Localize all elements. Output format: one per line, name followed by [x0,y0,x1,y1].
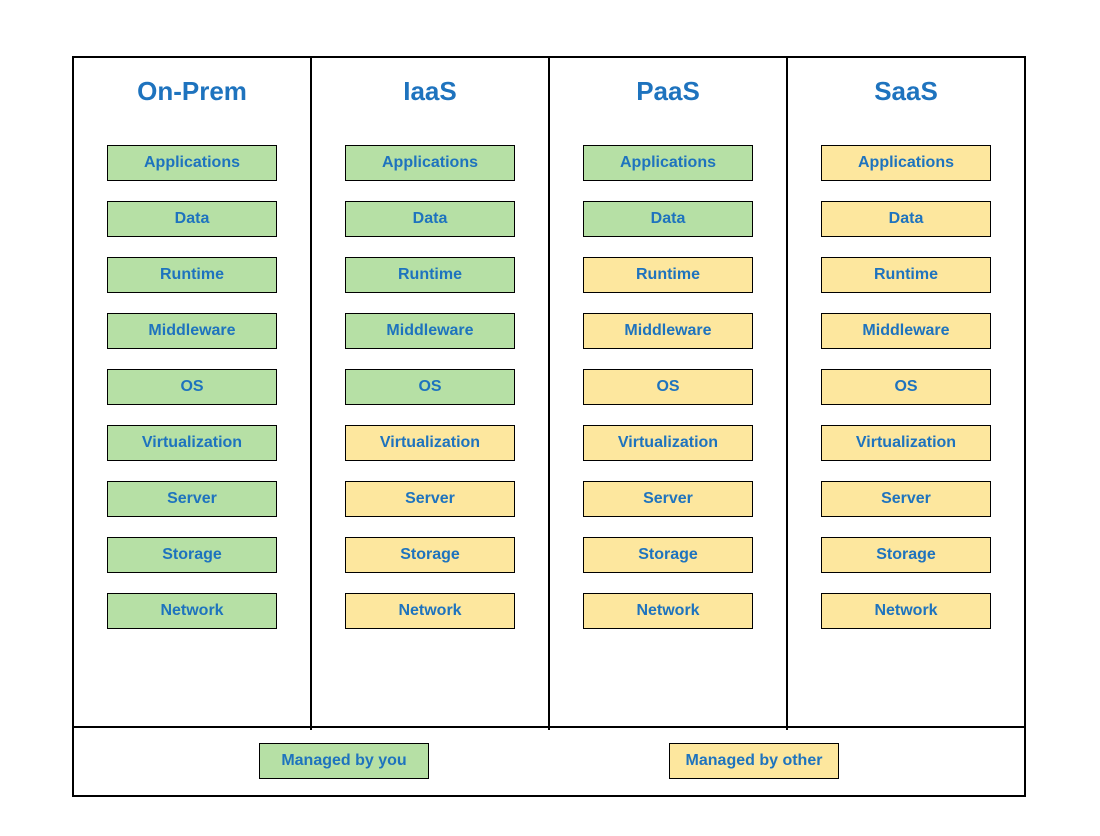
layer-list: Applications Data Runtime Middleware OS … [107,145,277,629]
layer-box: Applications [345,145,515,181]
column-iaas: IaaS Applications Data Runtime Middlewar… [312,58,550,730]
layer-box: Storage [821,537,991,573]
column-title: SaaS [874,76,938,107]
layer-list: Applications Data Runtime Middleware OS … [583,145,753,629]
layer-list: Applications Data Runtime Middleware OS … [821,145,991,629]
column-title: On-Prem [137,76,247,107]
layer-box: Data [821,201,991,237]
layer-box: Middleware [345,313,515,349]
layer-box: OS [821,369,991,405]
layer-box: Runtime [107,257,277,293]
layer-box: Middleware [107,313,277,349]
layer-box: Applications [107,145,277,181]
legend-managed-by-other: Managed by other [669,743,839,779]
layer-box: Applications [821,145,991,181]
layer-box: Data [107,201,277,237]
layer-box: Runtime [821,257,991,293]
layer-box: Runtime [345,257,515,293]
column-saas: SaaS Applications Data Runtime Middlewar… [788,58,1024,730]
layer-box: Virtualization [583,425,753,461]
layer-box: Applications [583,145,753,181]
layer-box: Middleware [821,313,991,349]
layer-box: Virtualization [821,425,991,461]
layer-box: Virtualization [107,425,277,461]
layer-list: Applications Data Runtime Middleware OS … [345,145,515,629]
layer-box: Server [583,481,753,517]
legend-managed-by-you: Managed by you [259,743,429,779]
column-paas: PaaS Applications Data Runtime Middlewar… [550,58,788,730]
legend: Managed by you Managed by other [72,727,1026,797]
layer-box: Network [821,593,991,629]
layer-box: Network [345,593,515,629]
layer-box: Network [583,593,753,629]
layer-box: Data [345,201,515,237]
columns-row: On-Prem Applications Data Runtime Middle… [74,58,1024,730]
layer-box: Storage [345,537,515,573]
layer-box: Server [821,481,991,517]
layer-box: Storage [107,537,277,573]
column-on-prem: On-Prem Applications Data Runtime Middle… [74,58,312,730]
layer-box: Data [583,201,753,237]
column-title: PaaS [636,76,700,107]
column-title: IaaS [403,76,457,107]
layer-box: OS [345,369,515,405]
layer-box: Middleware [583,313,753,349]
layer-box: Server [107,481,277,517]
layer-box: Server [345,481,515,517]
layer-box: Network [107,593,277,629]
layer-box: OS [107,369,277,405]
cloud-models-grid: On-Prem Applications Data Runtime Middle… [72,56,1026,728]
layer-box: Storage [583,537,753,573]
layer-box: OS [583,369,753,405]
layer-box: Virtualization [345,425,515,461]
layer-box: Runtime [583,257,753,293]
